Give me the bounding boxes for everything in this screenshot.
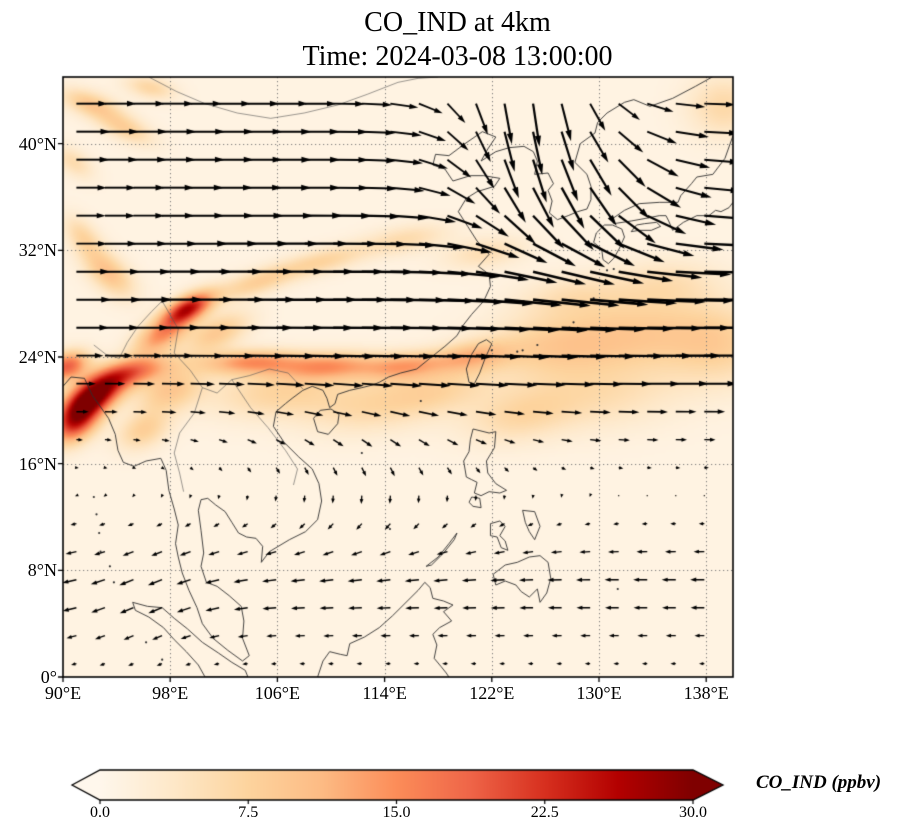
x-tick-label-114: 114°E	[362, 683, 407, 703]
x-tick-label-130: 130°E	[576, 683, 622, 703]
y-tick-label-8: 8°N	[27, 560, 57, 581]
colorbar-label: CO_IND (ppbv)	[756, 772, 882, 793]
y-tick-label-16: 16°N	[18, 453, 57, 474]
colorbar-tick-label-22.5: 22.5	[530, 804, 559, 821]
colorbar-tick-label-0: 0.0	[90, 804, 110, 821]
x-tick-label-90: 90°E	[44, 683, 82, 703]
colorbar-tick-label-15: 15.0	[382, 804, 411, 821]
colorbar-tick-label-7.5: 7.5	[238, 804, 259, 821]
y-tick-label-32: 32°N	[18, 240, 57, 261]
y-tick-label-0: 0°	[40, 667, 57, 687]
x-tick-label-98: 98°E	[152, 683, 189, 703]
y-tick-label-24: 24°N	[18, 347, 57, 367]
plot-title: CO_IND at 4km	[364, 7, 551, 38]
colorbar-tick-label-30: 30.0	[679, 804, 707, 821]
y-tick-label-40: 40°N	[18, 133, 57, 154]
x-tick-label-106: 106°E	[254, 683, 300, 703]
x-tick-label-122: 122°E	[469, 683, 515, 703]
x-tick-label-138: 138°E	[683, 683, 729, 703]
plot-subtitle: Time: 2024-03-08 13:00:00	[302, 41, 613, 72]
